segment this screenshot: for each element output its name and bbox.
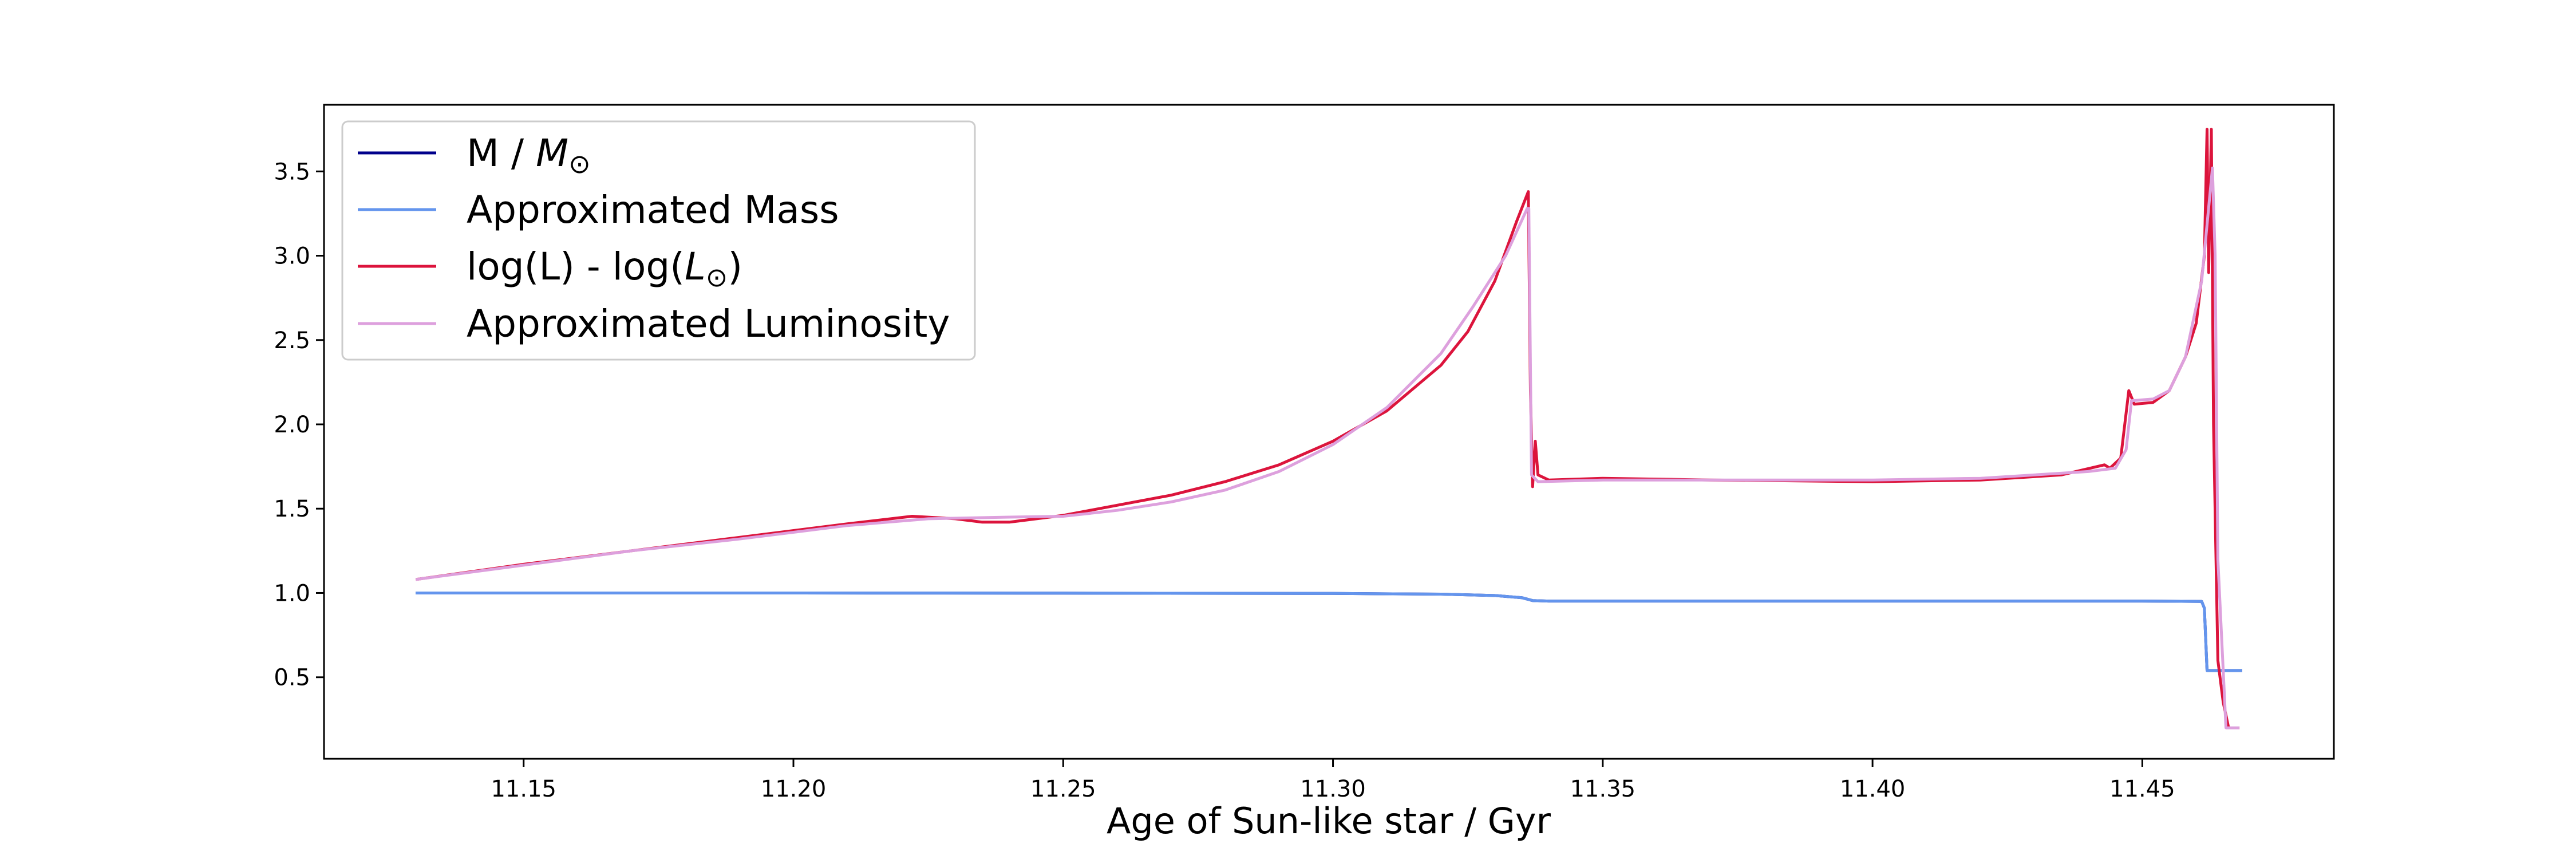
legend-lum-main: log(L) - log( xyxy=(467,245,685,289)
x-tick-label: 11.20 xyxy=(761,776,827,802)
series-layer xyxy=(415,128,2242,730)
plot-frame xyxy=(323,104,2335,760)
legend-entry-luminosity: log(L) - log(L⊙) xyxy=(467,245,742,293)
legend: M / M⊙ Approximated Mass log(L) - log(L⊙… xyxy=(341,120,976,361)
legend-mass-subscript: ⊙ xyxy=(568,148,591,179)
legend-box xyxy=(341,120,976,361)
legend-lum-tail: ) xyxy=(728,245,742,289)
y-tick-label: 2.0 xyxy=(274,412,310,438)
legend-lum-subscript: ⊙ xyxy=(706,262,728,293)
y-tick-label: 1.5 xyxy=(274,496,310,522)
y-tick-label: 2.5 xyxy=(274,328,310,354)
ticks-layer: 11.15 11.20 11.25 11.30 11.35 11.40 11.45 0.5 1.… xyxy=(274,159,2175,802)
x-tick-label: 11.35 xyxy=(1570,776,1636,802)
legend-mass-main: M / xyxy=(467,131,536,175)
y-tick-label: 1.0 xyxy=(274,580,310,606)
approx-luminosity-line xyxy=(415,166,2240,730)
y-tick-label: 3.5 xyxy=(274,159,310,185)
x-axis-label: Age of Sun-like star / Gyr xyxy=(1107,800,1551,842)
x-tick-label: 11.15 xyxy=(491,776,556,802)
x-tick-label: 11.40 xyxy=(1840,776,1906,802)
legend-entry-mass: M / M⊙ xyxy=(467,131,591,179)
legend-entry-approx-mass: Approximated Mass xyxy=(467,188,839,232)
x-tick-label: 11.25 xyxy=(1030,776,1096,802)
legend-mass-symbol: M xyxy=(536,131,568,175)
legend-lum-symbol: L xyxy=(685,245,706,289)
x-tick-label: 11.30 xyxy=(1300,776,1366,802)
approx-mass-line xyxy=(416,592,2242,672)
y-tick-label: 0.5 xyxy=(274,665,310,691)
legend-entry-approx-luminosity: Approximated Luminosity xyxy=(467,302,950,346)
y-tick-label: 3.0 xyxy=(274,243,310,270)
x-tick-label: 11.45 xyxy=(2109,776,2175,802)
